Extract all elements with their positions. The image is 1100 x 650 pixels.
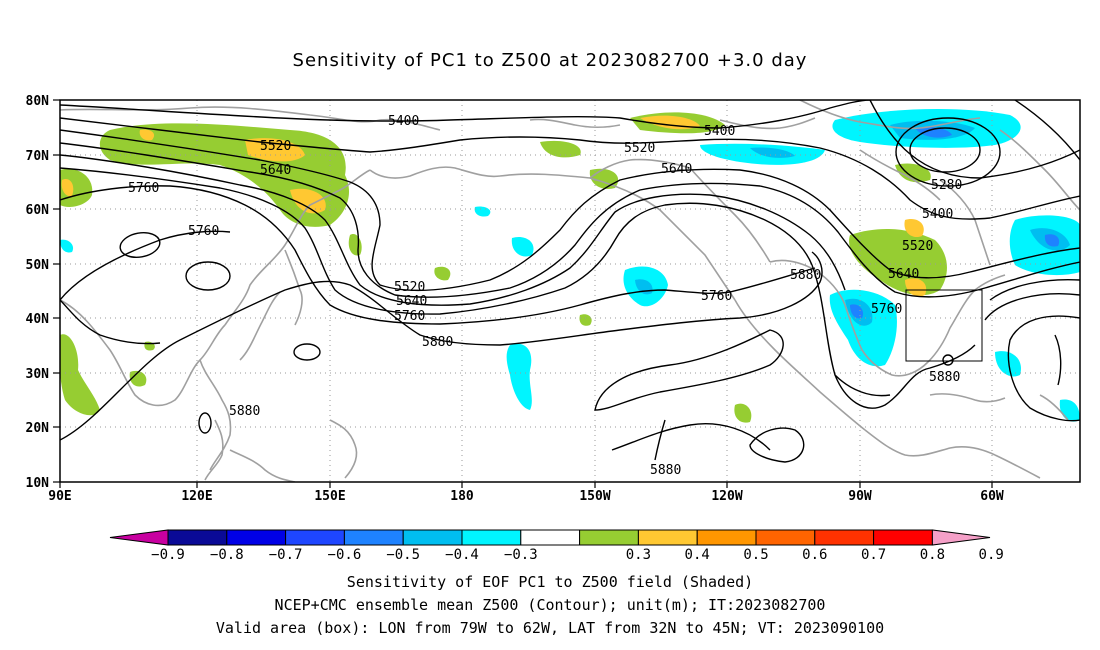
colorbar-label: −0.3 <box>504 547 538 563</box>
footer-line-1: Sensitivity of EOF PC1 to Z500 field (Sh… <box>346 573 754 591</box>
colorbar-swatch <box>285 529 345 546</box>
colorbar-swatch <box>167 529 228 546</box>
shading-blue <box>850 126 1060 319</box>
colorbar-swatch <box>696 529 757 546</box>
colorbar-swatch <box>226 529 287 546</box>
colorbar-label: 0.5 <box>743 547 768 563</box>
lat-label: 80N <box>26 94 50 109</box>
contour-label: 5640 <box>260 163 291 178</box>
footer-line-2: NCEP+CMC ensemble mean Z500 (Contour); u… <box>274 596 826 614</box>
contour-label: 5400 <box>922 207 953 222</box>
lat-label: 30N <box>26 367 50 382</box>
contour-label: 5520 <box>394 280 425 295</box>
colorbar-label: 0.3 <box>626 547 651 563</box>
lat-label: 60N <box>26 203 50 218</box>
z500-contours <box>60 100 1080 463</box>
colorbar-swatch <box>637 529 698 546</box>
contour-label: 5400 <box>388 114 419 129</box>
contour-label: 5760 <box>128 181 159 196</box>
contour-label: 5880 <box>422 335 453 350</box>
colorbar-swatch <box>402 529 463 546</box>
lat-label: 40N <box>26 312 50 327</box>
colorbar-swatch <box>343 529 404 546</box>
contour-label: 5760 <box>188 224 219 239</box>
map-frame <box>59 99 1081 483</box>
colorbar-label: 0.4 <box>685 547 710 563</box>
colorbar-swatch <box>873 529 933 546</box>
lon-label: 90E <box>48 489 71 504</box>
footer-line-3: Valid area (box): LON from 79W to 62W, L… <box>215 619 885 637</box>
contour-label: 5520 <box>902 239 933 254</box>
contour-label: 5760 <box>871 302 902 317</box>
lon-label: 120E <box>181 489 212 504</box>
lon-label: 60W <box>980 489 1004 504</box>
contour-label: 5640 <box>661 162 692 177</box>
contour-label: 5880 <box>790 268 821 283</box>
lon-label: 90W <box>848 489 872 504</box>
shading-yellow <box>61 115 927 297</box>
lon-label: 150W <box>579 489 610 504</box>
colorbar-label: −0.9 <box>151 547 185 563</box>
colorbar-label: −0.4 <box>445 547 479 563</box>
lat-label: 20N <box>26 421 50 436</box>
colorbar-swatch <box>461 529 522 546</box>
lon-label: 120W <box>711 489 742 504</box>
map-title: Sensitivity of PC1 to Z500 at 2023082700… <box>292 50 808 71</box>
colorbar-swatch <box>755 529 816 546</box>
colorbar-swatch <box>814 529 875 546</box>
colorbar-label: 0.6 <box>802 547 827 563</box>
valid-area-box <box>905 289 983 362</box>
contour-label: 5520 <box>624 141 655 156</box>
contour-label: 5520 <box>260 139 291 154</box>
colorbar-label: 0.7 <box>861 547 886 563</box>
contour-label: 5760 <box>394 309 425 324</box>
contour-label: 5880 <box>929 370 960 385</box>
contour-label: 5640 <box>888 267 919 282</box>
colorbar-labels: −0.9 −0.8 −0.7 −0.6 −0.5 −0.4 −0.3 0.3 0.4 0.5 0.6… <box>151 547 1004 563</box>
latitude-labels: 80N 70N 60N 50N 40N 30N 20N 10N <box>26 94 50 491</box>
colorbar-label: −0.5 <box>386 547 420 563</box>
contour-label: 5880 <box>229 404 260 419</box>
lon-label: 180 <box>450 489 474 504</box>
colorbar-label: 0.9 <box>979 547 1004 563</box>
contour-label: 5280 <box>931 178 962 193</box>
longitude-labels: 90E 120E 150E 180 150W 120W 90W 60W <box>48 489 1004 504</box>
colorbar-label: −0.7 <box>269 547 303 563</box>
colorbar-label: −0.6 <box>328 547 362 563</box>
colorbar-label: −0.8 <box>210 547 244 563</box>
colorbar-right-arrow <box>931 529 991 546</box>
colorbar-left-arrow <box>109 529 169 546</box>
colorbar <box>109 529 991 546</box>
lon-label: 150E <box>314 489 345 504</box>
lat-label: 50N <box>26 258 50 273</box>
lat-label: 70N <box>26 149 50 164</box>
colorbar-swatch <box>520 529 581 546</box>
contour-label: 5400 <box>704 124 735 139</box>
contour-label: 5760 <box>701 289 732 304</box>
lat-label: 10N <box>26 476 50 491</box>
colorbar-swatch <box>579 529 639 546</box>
contour-label: 5880 <box>650 463 681 478</box>
contour-label: 5640 <box>396 294 427 309</box>
contour-labels: 5400 5400 5520 5520 5640 5640 5760 5760 … <box>128 114 962 478</box>
colorbar-label: 0.8 <box>920 547 945 563</box>
